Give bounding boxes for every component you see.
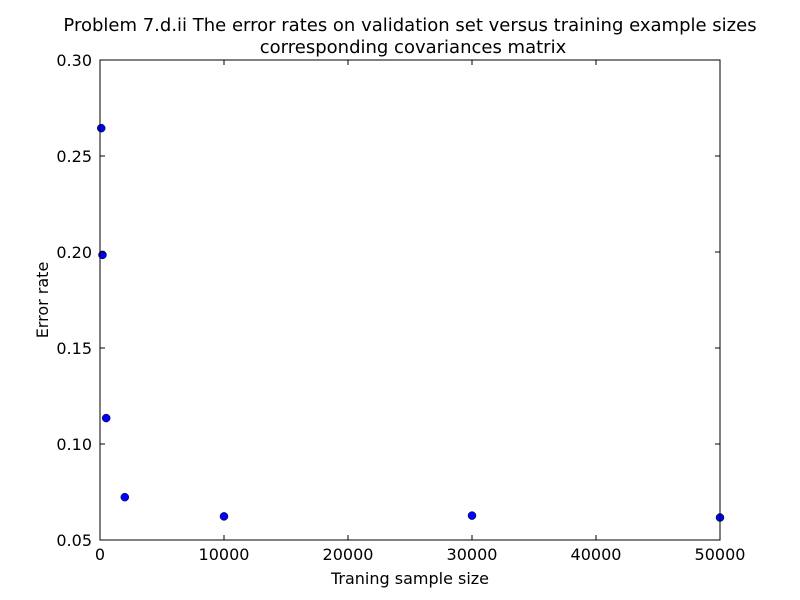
y-tick-label: 0.10 — [56, 435, 92, 454]
y-axis-label: Error rate — [33, 262, 52, 339]
x-axis-label: Traning sample size — [330, 569, 489, 588]
data-point — [102, 414, 110, 422]
data-points — [97, 124, 724, 521]
y-tick-label: 0.20 — [56, 243, 92, 262]
x-axis-ticks: 0 10000 20000 30000 40000 50000 — [95, 60, 746, 564]
y-tick-label: 0.25 — [56, 147, 92, 166]
y-axis-ticks: 0.05 0.10 0.15 0.20 0.25 0.30 — [56, 51, 720, 550]
chart-title-line2: corresponding covariances matrix — [260, 37, 567, 58]
x-tick-label: 30000 — [447, 545, 498, 564]
data-point — [468, 512, 476, 520]
x-tick-label: 50000 — [695, 545, 746, 564]
y-tick-label: 0.15 — [56, 339, 92, 358]
x-tick-label: 10000 — [199, 545, 250, 564]
y-tick-label: 0.30 — [56, 51, 92, 70]
x-tick-label: 0 — [95, 545, 105, 564]
plot-frame — [100, 60, 720, 540]
data-point — [220, 512, 228, 520]
x-tick-label: 40000 — [571, 545, 622, 564]
data-point — [121, 493, 129, 501]
y-tick-label: 0.05 — [56, 531, 92, 550]
data-point — [97, 124, 105, 132]
x-tick-label: 20000 — [323, 545, 374, 564]
chart-title-line1: Problem 7.d.ii The error rates on valida… — [63, 15, 756, 36]
